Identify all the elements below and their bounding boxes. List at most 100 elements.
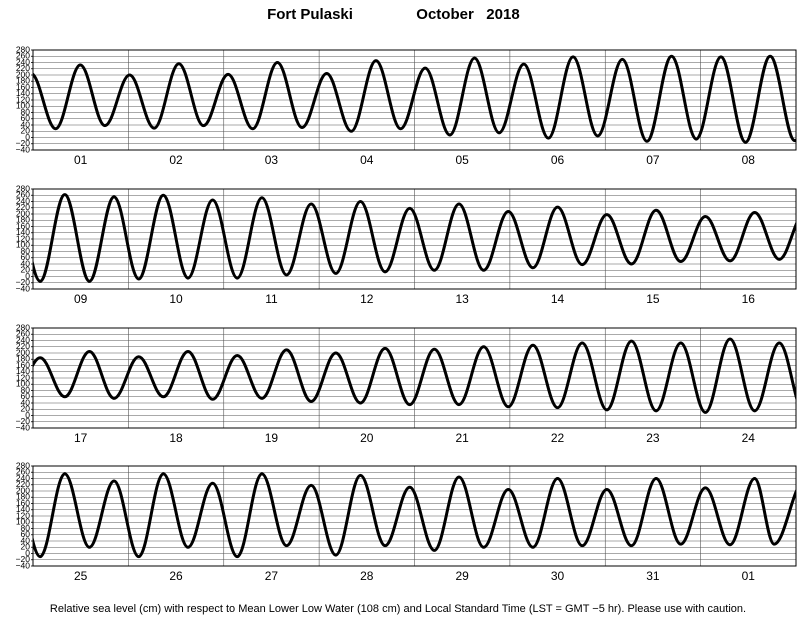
day-label: 20 bbox=[360, 431, 374, 445]
y-tick-label: 260 bbox=[16, 329, 30, 339]
plot-frame bbox=[32, 327, 797, 429]
day-label: 26 bbox=[169, 569, 183, 583]
day-label: 05 bbox=[456, 153, 470, 167]
y-tick-label: 100 bbox=[16, 240, 30, 250]
day-label: 13 bbox=[456, 292, 470, 306]
day-label: 02 bbox=[169, 153, 183, 167]
y-tick-label: 220 bbox=[16, 202, 30, 212]
y-tick-label: 240 bbox=[16, 196, 30, 206]
y-tick-label: 240 bbox=[16, 335, 30, 345]
y-tick-label: 160 bbox=[16, 221, 30, 231]
y-tick-label: 40 bbox=[21, 258, 31, 268]
day-label: 30 bbox=[551, 569, 565, 583]
day-label: 12 bbox=[360, 292, 374, 306]
tide-panel: −40−200204060801001201401601802002202402… bbox=[16, 183, 797, 306]
plot-frame bbox=[32, 188, 797, 290]
y-tick-label: 160 bbox=[16, 82, 30, 92]
y-tick-label: −40 bbox=[16, 422, 31, 432]
day-label: 11 bbox=[265, 292, 278, 306]
y-tick-label: 200 bbox=[16, 485, 30, 495]
day-label: 14 bbox=[551, 292, 565, 306]
y-tick-label: 120 bbox=[16, 94, 30, 104]
day-label: 24 bbox=[742, 431, 756, 445]
y-tick-label: 180 bbox=[16, 76, 30, 86]
day-label: 22 bbox=[551, 431, 565, 445]
y-tick-label: 140 bbox=[16, 366, 30, 376]
y-tick-label: 240 bbox=[16, 473, 30, 483]
tide-curve bbox=[33, 193, 796, 283]
tide-panel: −40−200204060801001201401601802002202402… bbox=[16, 44, 797, 167]
plot-frame bbox=[32, 465, 797, 567]
y-tick-label: 60 bbox=[21, 391, 31, 401]
tide-panel: −40−200204060801001201401601802002202402… bbox=[16, 322, 797, 445]
day-label: 03 bbox=[265, 153, 279, 167]
y-tick-label: 220 bbox=[16, 479, 30, 489]
y-tick-label: 280 bbox=[16, 44, 30, 54]
y-tick-label: 0 bbox=[25, 548, 30, 558]
y-tick-label: 60 bbox=[21, 529, 31, 539]
period-title: October 2018 bbox=[416, 6, 519, 23]
y-tick-label: 280 bbox=[16, 322, 30, 332]
day-label: 25 bbox=[74, 569, 88, 583]
y-tick-label: 260 bbox=[16, 190, 30, 200]
day-label: 07 bbox=[646, 153, 660, 167]
tide-panel: −40−200204060801001201401601802002202402… bbox=[16, 460, 797, 583]
y-tick-label: 140 bbox=[16, 88, 30, 98]
y-tick-label: 260 bbox=[16, 467, 30, 477]
y-tick-label: 180 bbox=[16, 354, 30, 364]
day-label: 27 bbox=[265, 569, 279, 583]
y-tick-label: 180 bbox=[16, 215, 30, 225]
day-label: 08 bbox=[742, 153, 756, 167]
y-tick-label: 60 bbox=[21, 113, 31, 123]
y-tick-label: 100 bbox=[16, 101, 30, 111]
y-tick-label: 40 bbox=[21, 535, 31, 545]
station-title: Fort Pulaski bbox=[267, 6, 353, 23]
y-tick-label: −20 bbox=[16, 138, 31, 148]
tide-curve bbox=[33, 337, 796, 414]
y-tick-label: −20 bbox=[16, 277, 31, 287]
y-tick-label: 120 bbox=[16, 233, 30, 243]
y-tick-label: −20 bbox=[16, 416, 31, 426]
footnote: Relative sea level (cm) with respect to … bbox=[50, 603, 746, 615]
day-label: 17 bbox=[74, 431, 88, 445]
day-label: 15 bbox=[646, 292, 660, 306]
day-label: 31 bbox=[646, 569, 660, 583]
y-tick-label: 120 bbox=[16, 372, 30, 382]
tide-curve bbox=[33, 54, 796, 144]
y-tick-label: −40 bbox=[16, 144, 31, 154]
plot-frame bbox=[32, 49, 797, 151]
y-tick-label: 40 bbox=[21, 397, 31, 407]
y-tick-label: 20 bbox=[21, 265, 31, 275]
y-tick-label: −40 bbox=[16, 560, 31, 570]
y-tick-label: 80 bbox=[21, 385, 31, 395]
y-tick-label: 0 bbox=[25, 132, 30, 142]
y-tick-label: 180 bbox=[16, 492, 30, 502]
y-tick-label: 160 bbox=[16, 360, 30, 370]
y-tick-label: 20 bbox=[21, 542, 31, 552]
y-tick-label: 20 bbox=[21, 126, 31, 136]
y-tick-label: 80 bbox=[21, 107, 31, 117]
y-tick-label: 20 bbox=[21, 404, 31, 414]
y-tick-label: 260 bbox=[16, 51, 30, 61]
y-tick-label: −20 bbox=[16, 554, 31, 564]
day-label: 10 bbox=[169, 292, 183, 306]
y-tick-label: 0 bbox=[25, 410, 30, 420]
y-tick-label: 160 bbox=[16, 498, 30, 508]
y-tick-label: 220 bbox=[16, 341, 30, 351]
day-label: 09 bbox=[74, 292, 88, 306]
day-label: 23 bbox=[646, 431, 660, 445]
day-label: 01 bbox=[74, 153, 88, 167]
y-tick-label: 120 bbox=[16, 510, 30, 520]
day-label: 21 bbox=[456, 431, 470, 445]
y-tick-label: 280 bbox=[16, 183, 30, 193]
y-tick-label: 0 bbox=[25, 271, 30, 281]
y-tick-label: 40 bbox=[21, 119, 31, 129]
y-tick-label: 80 bbox=[21, 523, 31, 533]
y-tick-label: 280 bbox=[16, 460, 30, 470]
day-label: 28 bbox=[360, 569, 374, 583]
day-label: 16 bbox=[742, 292, 756, 306]
day-label: 29 bbox=[456, 569, 470, 583]
day-label: 18 bbox=[169, 431, 183, 445]
y-tick-label: 60 bbox=[21, 252, 31, 262]
